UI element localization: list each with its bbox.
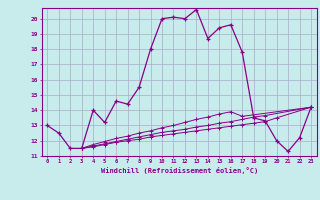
- X-axis label: Windchill (Refroidissement éolien,°C): Windchill (Refroidissement éolien,°C): [100, 167, 258, 174]
